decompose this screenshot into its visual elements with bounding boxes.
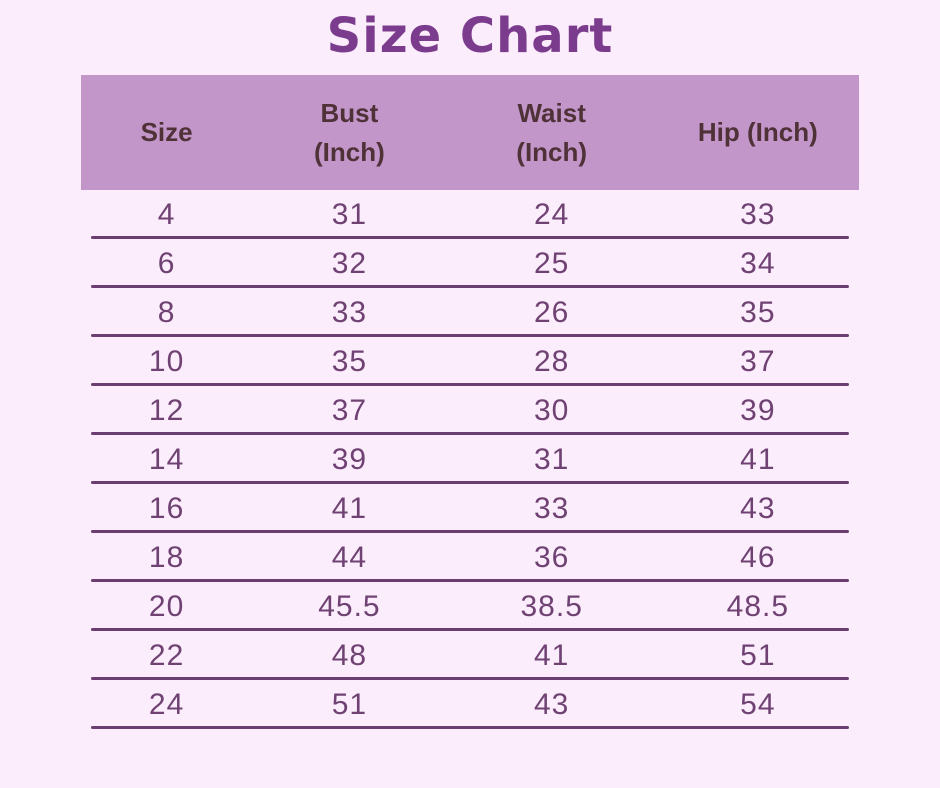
cell-bust: 35 [331,344,368,378]
size-table: Size Bust (Inch) Waist (Inch) Hip (Inch)… [81,75,859,729]
cell-bust: 51 [331,687,368,721]
cell-bust: 37 [331,393,368,427]
cell-hip: 35 [740,295,776,329]
cell-waist: 25 [533,246,570,280]
cell-hip: 39 [740,393,776,427]
cell-size: 6 [157,246,176,280]
table-row: 6 32 25 34 [81,239,859,288]
cell-waist: 31 [533,442,570,476]
cell-waist: 36 [533,540,570,574]
table-body: 4 31 24 33 6 32 25 34 8 33 26 35 10 35 2… [81,190,859,729]
table-row: 14 39 31 41 [81,435,859,484]
table-row: 12 37 30 39 [81,386,859,435]
cell-size: 12 [148,393,185,427]
column-header-hip: Hip (Inch) [697,117,818,147]
table-header-row: Size Bust (Inch) Waist (Inch) Hip (Inch) [81,75,859,190]
cell-bust: 45.5 [318,589,381,623]
column-header-bust: Bust (Inch) [314,97,385,167]
cell-bust: 41 [331,491,368,525]
cell-size: 20 [148,589,185,623]
table-row: 18 44 36 46 [81,533,859,582]
cell-bust: 44 [331,540,368,574]
cell-hip: 33 [740,197,776,231]
cell-waist: 24 [533,197,570,231]
table-row: 4 31 24 33 [81,190,859,239]
cell-waist: 30 [533,393,570,427]
cell-waist: 38.5 [520,589,583,623]
page-title: Size Chart [326,8,614,64]
cell-size: 8 [157,295,176,329]
column-header-waist: Waist (Inch) [516,97,588,167]
cell-hip: 43 [740,491,776,525]
cell-hip: 48.5 [726,589,790,623]
cell-size: 4 [157,197,176,231]
table-row: 24 51 43 54 [81,680,859,729]
cell-size: 10 [148,344,185,378]
cell-size: 16 [148,491,185,525]
cell-size: 14 [148,442,185,476]
cell-bust: 39 [331,442,368,476]
cell-bust: 31 [331,197,368,231]
table-row: 22 48 41 51 [81,631,859,680]
cell-waist: 26 [533,295,570,329]
cell-hip: 41 [740,442,776,476]
table-row: 10 35 28 37 [81,337,859,386]
cell-waist: 43 [533,687,570,721]
cell-size: 18 [148,540,185,574]
cell-bust: 48 [331,638,368,672]
cell-hip: 46 [740,540,776,574]
cell-bust: 32 [331,246,368,280]
cell-hip: 54 [740,687,776,721]
column-header-size: Size [140,117,193,147]
cell-size: 24 [148,687,185,721]
cell-waist: 33 [533,491,570,525]
cell-bust: 33 [331,295,368,329]
cell-waist: 28 [533,344,570,378]
cell-waist: 41 [533,638,570,672]
table-row: 20 45.5 38.5 48.5 [81,582,859,631]
cell-hip: 34 [740,246,776,280]
cell-size: 22 [148,638,185,672]
cell-hip: 37 [740,344,776,378]
cell-hip: 51 [740,638,776,672]
table-row: 8 33 26 35 [81,288,859,337]
table-row: 16 41 33 43 [81,484,859,533]
